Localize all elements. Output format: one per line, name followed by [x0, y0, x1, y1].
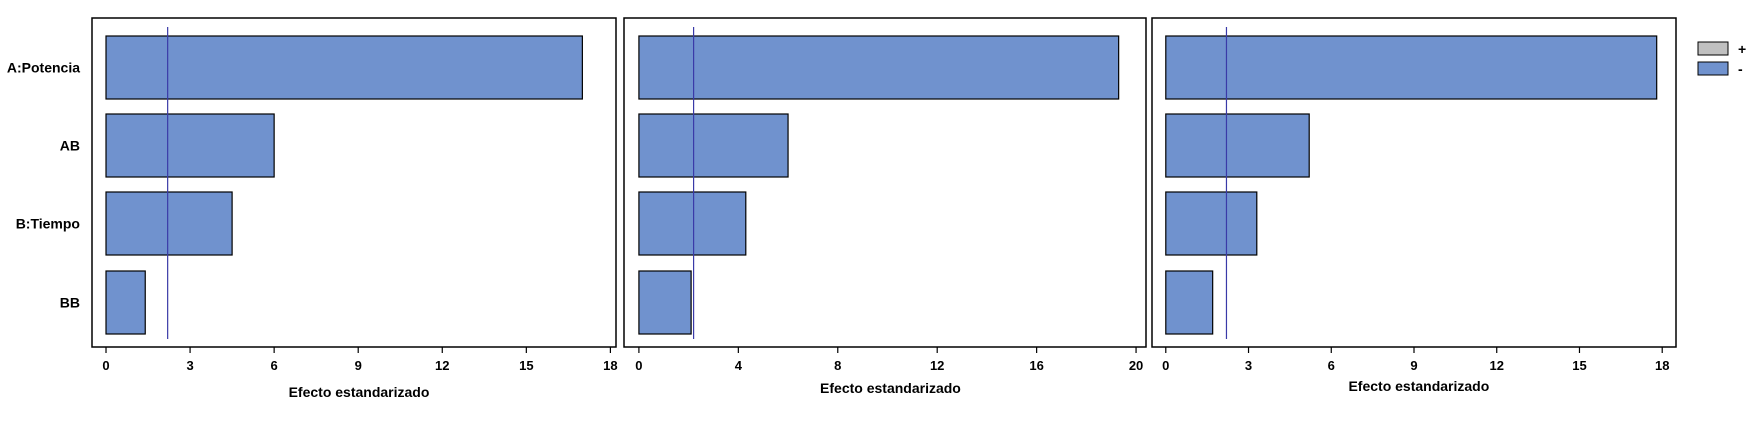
bar-1-1	[105, 35, 583, 100]
x-tick-label-3-3: 6	[1328, 358, 1335, 373]
x-tick-label-2-2: 4	[735, 358, 743, 373]
bar-1-3	[105, 191, 233, 256]
x-tick-label-1-4: 9	[355, 358, 362, 373]
x-tick-label-1-6: 15	[519, 358, 533, 373]
plot-frame-1	[91, 17, 617, 348]
bar-1-4	[105, 270, 146, 335]
x-tick-label-1-1: 0	[102, 358, 109, 373]
legend-swatch-2	[1697, 61, 1729, 76]
x-tick-label-3-7: 18	[1655, 358, 1669, 373]
x-axis-title-2: Efecto estandarizado	[820, 380, 961, 396]
x-tick-label-1-2: 3	[186, 358, 193, 373]
x-tick-label-1-5: 12	[435, 358, 449, 373]
x-axis-title-1: Efecto estandarizado	[289, 384, 430, 400]
category-label-3: B:Tiempo	[16, 216, 80, 232]
x-axis-title-3: Efecto estandarizado	[1348, 378, 1489, 394]
x-tick-label-3-6: 15	[1572, 358, 1586, 373]
bar-2-2	[638, 113, 789, 178]
x-tick-label-2-1: 0	[635, 358, 642, 373]
legend-swatch-1	[1697, 41, 1729, 56]
category-label-2: AB	[60, 138, 80, 154]
bar-3-2	[1165, 113, 1310, 178]
x-tick-label-1-3: 6	[271, 358, 278, 373]
bar-3-4	[1165, 270, 1214, 335]
x-tick-label-3-5: 12	[1490, 358, 1504, 373]
x-tick-label-1-7: 18	[603, 358, 617, 373]
bar-2-3	[638, 191, 747, 256]
plot-frame-2	[623, 17, 1147, 348]
legend-label-1: +	[1738, 41, 1746, 57]
bar-1-2	[105, 113, 275, 178]
category-label-1: A:Potencia	[7, 60, 80, 76]
category-label-4: BB	[60, 295, 80, 311]
x-tick-label-2-4: 12	[930, 358, 944, 373]
legend-label-2: -	[1738, 61, 1743, 77]
x-tick-label-3-4: 9	[1410, 358, 1417, 373]
bar-2-1	[638, 35, 1120, 100]
bar-3-3	[1165, 191, 1258, 256]
x-tick-label-2-5: 16	[1029, 358, 1043, 373]
x-tick-label-3-2: 3	[1245, 358, 1252, 373]
x-tick-label-2-3: 8	[834, 358, 841, 373]
bar-3-1	[1165, 35, 1658, 100]
x-tick-label-2-6: 20	[1129, 358, 1143, 373]
x-tick-label-3-1: 0	[1162, 358, 1169, 373]
bar-2-4	[638, 270, 692, 335]
